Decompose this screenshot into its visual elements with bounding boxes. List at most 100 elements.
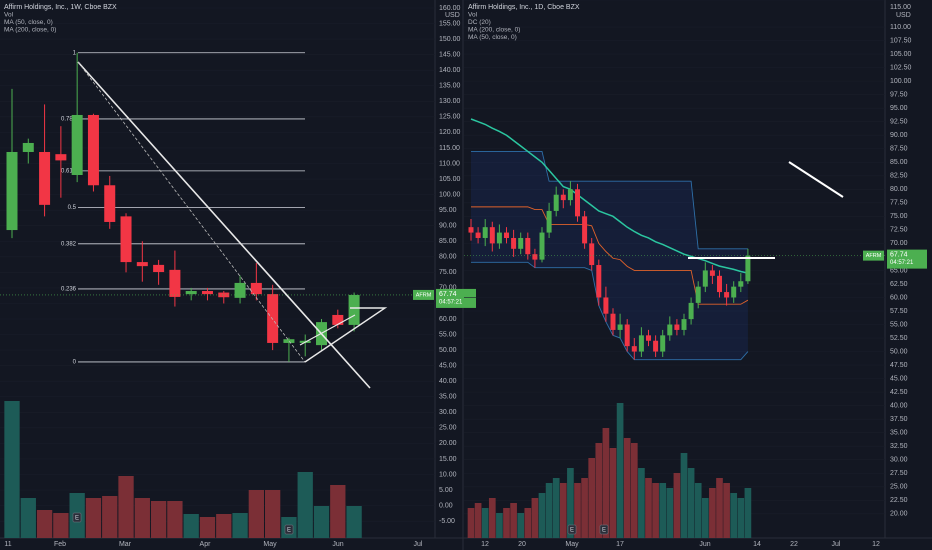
candle-body	[575, 189, 580, 217]
y-tick-label: 57.50	[890, 308, 908, 315]
y-tick-label: 75.00	[439, 269, 457, 276]
candle-body	[234, 282, 246, 298]
candle-body	[283, 339, 295, 343]
y-tick-label: 75.00	[890, 213, 908, 220]
y-tick-label: 15.00	[439, 456, 457, 463]
volume-bar	[216, 514, 232, 538]
volume-bar	[474, 503, 482, 538]
y-tick-label: 110.00	[439, 160, 460, 167]
y-tick-label: 100.00	[439, 191, 461, 198]
y-tick-label: 70.00	[439, 285, 457, 292]
x-tick-label: Feb	[54, 541, 66, 548]
candle-body	[348, 294, 360, 325]
indicator-line	[471, 261, 749, 361]
earnings-marker	[567, 524, 577, 535]
candle-body	[674, 324, 680, 330]
candle-body	[567, 189, 573, 201]
trend-line	[788, 161, 844, 198]
volume-bar	[595, 443, 603, 538]
x-tick-label: 14	[753, 541, 761, 548]
y-tick-label: 50.00	[890, 348, 908, 355]
candle-body	[518, 237, 524, 249]
volume-bar	[531, 498, 539, 538]
x-tick-label: Apr	[200, 541, 212, 548]
price-label: 67.74	[439, 291, 457, 298]
candle-body	[603, 297, 609, 314]
indicator-line	[470, 118, 749, 274]
y-tick-label: 87.50	[890, 146, 908, 153]
y-tick-label: 100.00	[890, 78, 912, 85]
candle-body	[482, 227, 488, 238]
candle-body	[610, 313, 616, 330]
y-tick-label: 30.00	[439, 409, 457, 416]
indicator-line	[471, 206, 749, 305]
candle-body	[489, 227, 495, 244]
x-tick-label: May	[263, 541, 277, 548]
earnings-label: E	[602, 528, 606, 534]
volume-bar	[36, 510, 53, 538]
volume-bar	[737, 498, 745, 538]
volume-bar	[167, 501, 183, 538]
y-tick-label: 115.00	[890, 4, 911, 11]
candle-body	[87, 114, 99, 186]
y-tick-label: 92.50	[890, 119, 908, 126]
volume-bar	[645, 478, 652, 538]
chart-title: Affirm Holdings, Inc., 1D, Cboe BZX	[468, 4, 580, 11]
volume-bar	[581, 478, 588, 538]
volume-bar	[623, 438, 631, 538]
countdown-label: 04:57:21	[890, 260, 914, 266]
y-tick-label: 40.00	[439, 378, 457, 385]
volume-bar	[723, 483, 730, 538]
indicator-legend: MA (50, close, 0)	[4, 19, 53, 26]
volume-bar	[496, 513, 503, 538]
symbol-tag	[863, 250, 884, 261]
y-tick-label: 85.00	[890, 159, 908, 166]
candle-body	[582, 216, 588, 244]
volume-bar	[183, 514, 199, 538]
candle-body	[136, 262, 148, 267]
volume-bar	[694, 483, 702, 538]
symbol-label: AFRM	[866, 253, 882, 259]
volume-bar	[199, 517, 216, 538]
chart-title: Affirm Holdings, Inc., 1W, Cboe BZX	[4, 4, 117, 11]
x-tick-label: Jun	[699, 541, 710, 548]
volume-bar	[630, 443, 638, 538]
y-tick-label: -5.00	[439, 518, 455, 525]
candle-body	[120, 216, 132, 263]
candle-body	[475, 232, 481, 238]
y-tick-label: 150.00	[439, 36, 461, 43]
volume-bar	[680, 453, 688, 538]
y-tick-label: 35.00	[439, 394, 457, 401]
y-tick-label: 135.00	[439, 83, 461, 90]
volume-bar	[652, 483, 659, 538]
volume-bar	[545, 483, 553, 538]
y-tick-label: 130.00	[439, 98, 461, 105]
candle-body	[104, 185, 116, 222]
x-tick-label: Jul	[414, 541, 423, 548]
volume-bar	[85, 498, 102, 538]
candle-body	[681, 319, 687, 330]
candle-body	[667, 324, 673, 336]
candle-body	[596, 265, 602, 298]
y-tick-label: 25.00	[439, 425, 457, 432]
volume-bar	[588, 458, 596, 538]
candle-body	[468, 227, 474, 233]
candle-body	[709, 270, 715, 276]
indicator-legend: MA (200, close, 0)	[4, 27, 56, 34]
candle-body	[71, 114, 83, 176]
y-tick-label: 60.00	[890, 294, 908, 301]
volume-bar	[297, 472, 313, 538]
candle-body	[218, 292, 230, 298]
candle-body	[6, 151, 18, 231]
volume-bar	[118, 476, 134, 538]
y-tick-label: 27.50	[890, 470, 908, 477]
indicator-legend: Vol	[468, 12, 478, 19]
volume-bar	[524, 508, 532, 538]
y-tick-label: 110.00	[890, 24, 911, 31]
y-tick-label: 140.00	[439, 67, 461, 74]
earnings-label: E	[570, 528, 574, 534]
y-tick-label: 55.00	[439, 331, 457, 338]
volume-bar	[716, 478, 723, 538]
